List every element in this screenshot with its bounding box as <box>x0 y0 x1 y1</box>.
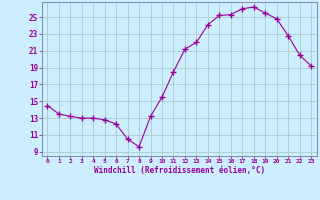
X-axis label: Windchill (Refroidissement éolien,°C): Windchill (Refroidissement éolien,°C) <box>94 166 265 175</box>
